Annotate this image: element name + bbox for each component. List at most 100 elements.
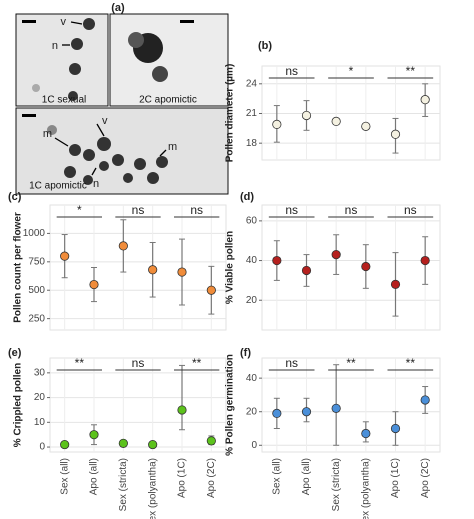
panel-label: (a) <box>111 2 125 14</box>
significance-label: ** <box>192 356 202 370</box>
caption: 1C sexual <box>42 95 86 106</box>
y-tick-label: 0 <box>39 442 45 453</box>
caption: 2C apomictic <box>139 95 197 106</box>
y-axis-label: % Viable pollen <box>225 231 236 304</box>
y-tick-label: 20 <box>246 295 258 306</box>
data-point <box>272 119 282 129</box>
data-point <box>301 407 312 417</box>
y-tick-label: 20 <box>246 406 258 417</box>
significance-label: * <box>349 64 354 78</box>
micrograph <box>109 13 229 107</box>
annotation: n <box>93 178 99 190</box>
y-tick-label: 40 <box>246 255 258 266</box>
y-tick-label: 500 <box>28 285 45 296</box>
micrograph-panel: v n 1C sexual 2C apomictic v m m n 1C ap… <box>15 13 229 195</box>
significance-label: ns <box>345 203 358 217</box>
y-axis-label: % Crippled pollen <box>13 363 24 447</box>
significance-label: * <box>77 203 82 217</box>
data-point <box>301 110 312 121</box>
micrograph <box>15 107 229 195</box>
data-point <box>390 423 401 434</box>
data-point <box>148 265 158 275</box>
data-point <box>420 255 430 266</box>
significance-label: ns <box>404 203 417 217</box>
pollen-grains <box>32 18 168 185</box>
data-point <box>272 255 282 266</box>
x-tick-label: Apo (all) <box>89 458 100 495</box>
arrows <box>54 21 167 176</box>
annotation: v <box>102 115 108 127</box>
x-tick-label: Sex (stricta) <box>118 458 129 511</box>
panel-label: (b) <box>258 40 272 52</box>
significance-label: ns <box>285 64 298 78</box>
data-point <box>331 403 341 413</box>
data-point <box>361 121 371 131</box>
significance-label: ** <box>406 64 416 78</box>
annotation: v <box>61 16 67 28</box>
x-tick-label: Sex (polyantha) <box>147 458 158 519</box>
x-tick-label: Sex (stricta) <box>331 458 342 511</box>
x-tick-label: Sex (all) <box>271 458 282 495</box>
y-tick-label: 1000 <box>23 228 46 239</box>
significance-label: ** <box>346 356 356 370</box>
data-point <box>420 395 430 405</box>
significance-label: ns <box>132 356 145 370</box>
data-point <box>331 116 341 127</box>
plot-area <box>49 204 227 331</box>
data-point <box>89 430 99 440</box>
data-point <box>89 279 99 290</box>
scale-bar <box>22 20 36 23</box>
y-tick-label: 40 <box>246 373 258 384</box>
data-point <box>148 439 158 450</box>
data-point <box>390 129 401 139</box>
panel-label: (f) <box>240 347 251 359</box>
significance-label: ns <box>285 203 298 217</box>
plot-area <box>49 357 227 453</box>
y-tick-label: 20 <box>34 392 46 403</box>
significance-label: ns <box>190 203 203 217</box>
data-point <box>361 428 371 439</box>
x-tick-label: Apo (all) <box>301 458 312 495</box>
significance-label: ** <box>406 356 416 370</box>
data-point <box>118 438 128 448</box>
data-point <box>390 279 401 289</box>
panel-label: (e) <box>8 347 22 359</box>
x-tick-label: Sex (all) <box>59 458 70 495</box>
y-tick-label: 18 <box>246 138 258 149</box>
y-tick-label: 250 <box>28 313 45 324</box>
y-tick-label: 0 <box>251 440 257 451</box>
data-point <box>177 267 187 277</box>
x-tick-label: Apo (1C) <box>177 458 188 498</box>
x-tick-label: Sex (polyantha) <box>360 458 371 519</box>
significance-label: ns <box>285 356 298 370</box>
x-tick-label: Apo (2C) <box>420 458 431 498</box>
data-point <box>60 251 70 261</box>
plot-area <box>261 357 441 453</box>
data-point <box>206 285 216 295</box>
y-tick-label: 24 <box>246 78 258 89</box>
micrograph <box>15 13 109 107</box>
y-tick-label: 60 <box>246 216 258 227</box>
y-tick-label: 21 <box>246 108 258 119</box>
data-point <box>420 95 430 105</box>
y-axis-label: Pollen count per flower <box>13 212 24 323</box>
annotation: m <box>43 128 52 140</box>
plot-area <box>261 204 441 331</box>
y-tick-label: 30 <box>34 367 46 378</box>
panel-label: (c) <box>8 191 22 203</box>
data-point <box>206 436 216 446</box>
y-tick-label: 10 <box>34 417 46 428</box>
y-tick-label: 750 <box>28 256 45 267</box>
significance-label: ** <box>75 356 85 370</box>
y-axis-label: Pollen diameter (µm) <box>225 64 236 163</box>
caption: 1C apomictic <box>29 181 87 192</box>
x-tick-label: Apo (1C) <box>390 458 401 498</box>
data-point <box>301 265 312 276</box>
panel-label: (d) <box>240 191 254 203</box>
annotation: n <box>52 40 58 52</box>
y-axis-label: % Pollen germination <box>225 354 236 456</box>
scale-bar <box>22 114 36 117</box>
scale-bar <box>180 20 194 23</box>
data-point <box>177 405 187 415</box>
